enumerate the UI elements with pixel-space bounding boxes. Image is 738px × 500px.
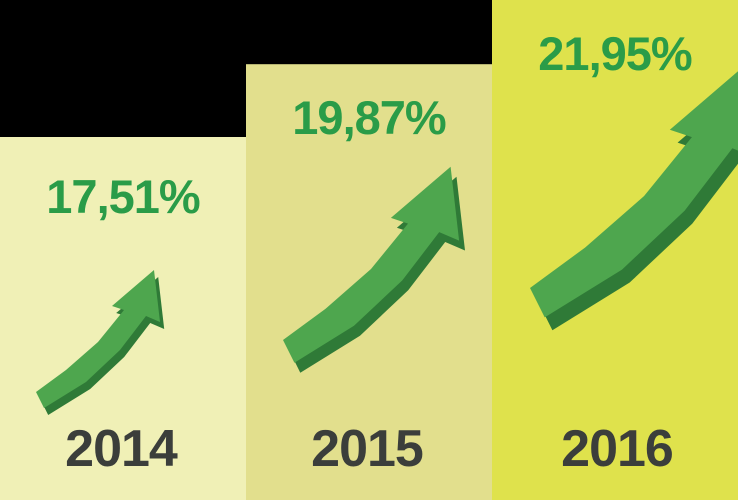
growth-arrow-2015 [283,166,465,373]
year-label-2014: 2014 [65,420,178,478]
arrow-face [283,166,460,363]
growth-arrow-2014 [36,270,165,415]
year-label-2015: 2015 [311,420,423,478]
labels-layer: 17,51% 2014 19,87% 2015 21,95% 2016 [46,27,693,478]
growth-arrow-2016 [530,71,738,331]
arrow-face [36,270,160,408]
year-label-2016: 2016 [561,420,673,478]
arrows-layer [36,71,738,415]
value-label-2016: 21,95% [538,27,692,80]
value-label-2014: 17,51% [46,170,200,223]
value-label-2015: 19,87% [292,91,446,144]
arrow-face [530,71,738,318]
